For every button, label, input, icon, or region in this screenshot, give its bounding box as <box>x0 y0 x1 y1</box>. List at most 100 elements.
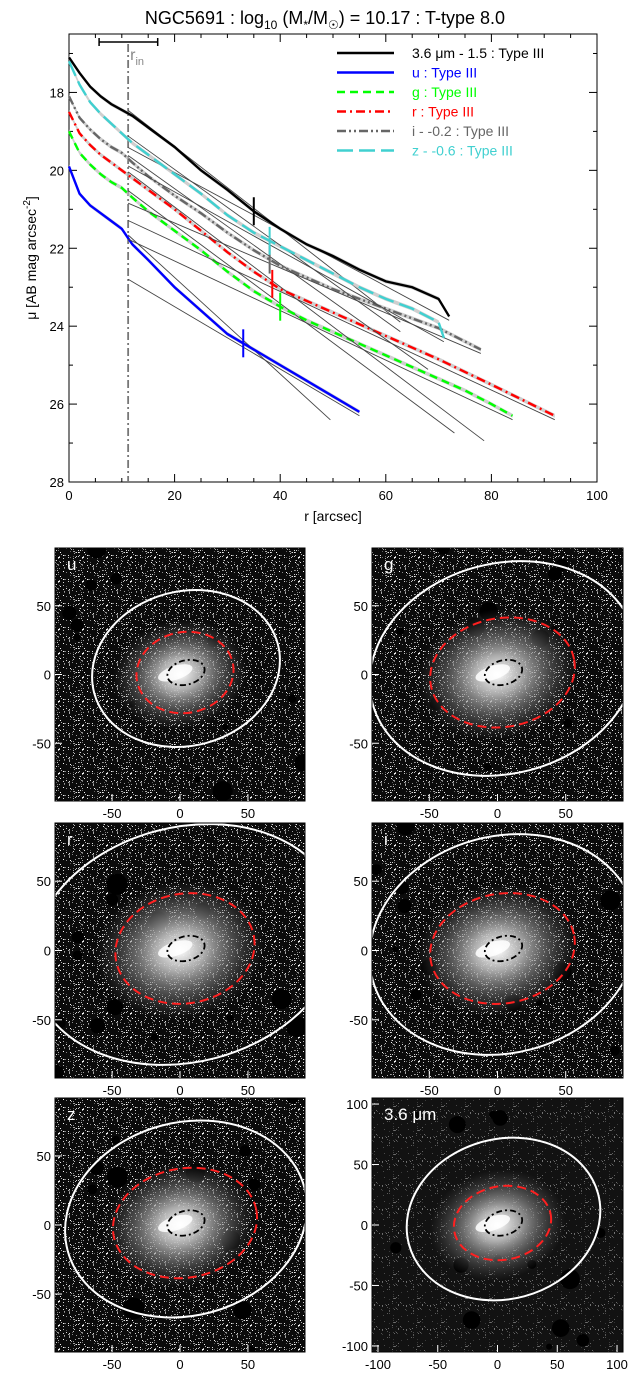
legend-entry: 3.6 μm - 1.5 : Type III <box>412 45 544 61</box>
masked-star <box>372 864 382 875</box>
legend-entry: i - -0.2 : Type III <box>412 123 509 139</box>
series-line <box>68 56 451 318</box>
r-in-ellipse <box>166 1209 206 1237</box>
title-value: ) = 10.17 : T-type 8.0 <box>339 8 505 28</box>
series-line <box>67 166 361 413</box>
title-mass: (M <box>277 8 303 28</box>
panel-x-tick-label: 50 <box>558 1083 572 1098</box>
x-tick-label: 20 <box>167 488 181 503</box>
panel-y-tick-label: -100 <box>342 1339 368 1354</box>
masked-star <box>111 1136 120 1145</box>
panel-label: u <box>67 555 76 574</box>
panel-x-tick-label: -50 <box>103 1083 122 1098</box>
masked-star <box>619 823 623 830</box>
panel-y-tick-label: -50 <box>349 1278 368 1293</box>
panel-label: g <box>384 555 393 574</box>
image-panel: r -50 0 50 50 0 -50 <box>32 822 306 1098</box>
masked-star <box>107 1166 128 1188</box>
masked-star <box>55 1064 64 1078</box>
panel-x-tick-label: 0 <box>176 806 183 821</box>
title-sun: ☉ <box>328 18 339 32</box>
masked-star <box>212 781 233 801</box>
panel-x-tick-label: 0 <box>494 1357 501 1372</box>
masked-star <box>110 573 122 585</box>
panel-x-tick-label: 0 <box>494 1083 501 1098</box>
break-ellipse <box>452 1184 553 1262</box>
panel-x-tick-label: 50 <box>558 806 572 821</box>
title-log-base: 10 <box>264 18 278 32</box>
galaxy-core <box>158 940 193 958</box>
legend-entry: z - -0.6 : Type III <box>412 143 513 159</box>
panel-image <box>55 1098 305 1352</box>
masked-star <box>412 1111 421 1121</box>
panel-y-tick-label: -50 <box>349 1013 368 1028</box>
panel-x-tick-label: 50 <box>241 1357 255 1372</box>
masked-star <box>286 1016 305 1038</box>
panel-y-tick-label: 50 <box>354 599 368 614</box>
x-axis-label: r [arcsec] <box>304 508 362 524</box>
masked-star <box>106 893 119 906</box>
masked-star <box>600 890 621 911</box>
plot-area: rin <box>67 38 556 482</box>
panel-label: i <box>384 830 388 849</box>
outer-ellipse <box>91 589 281 748</box>
y-axis-label: μ [AB mag arcsec-2] <box>22 196 39 320</box>
masked-star <box>397 898 412 914</box>
masked-star <box>106 873 128 895</box>
masked-star <box>106 999 124 1016</box>
panel-y-tick-label: -50 <box>32 1287 51 1302</box>
title-log: : log <box>225 8 264 28</box>
panel-x-tick-label: 0 <box>494 806 501 821</box>
panel-image <box>372 1098 623 1352</box>
panel-y-tick-label: 0 <box>44 668 51 683</box>
image-panel: z -50 0 50 50 0 -50 <box>32 1097 306 1372</box>
y-label-close: ] <box>23 196 39 200</box>
masked-star <box>70 618 84 632</box>
y-tick-label: 18 <box>50 85 64 100</box>
masked-star <box>396 823 415 836</box>
masked-star <box>548 567 562 581</box>
title-star: * <box>303 18 308 32</box>
y-tick-label: 24 <box>50 319 64 334</box>
outer-ellipse <box>64 1119 305 1319</box>
legend-entry: u : Type III <box>412 65 477 81</box>
panel-y-tick-label: 50 <box>37 1149 51 1164</box>
panel-y-tick-label: 0 <box>44 1218 51 1233</box>
legend-entry: r : Type III <box>412 104 474 120</box>
chart-title: NGC5691 : log10 (M*/M☉) = 10.17 : T-type… <box>145 8 505 32</box>
inner-disk-fit <box>127 135 401 333</box>
panel-y-tick-label: 0 <box>361 1218 368 1233</box>
panel-x-tick-label: -50 <box>420 1083 439 1098</box>
masked-star <box>85 579 97 591</box>
y-tick-label: 20 <box>50 163 64 178</box>
series-line <box>67 95 482 351</box>
masked-star <box>559 1269 580 1290</box>
break-ellipse <box>135 630 235 715</box>
r-in-subscript: in <box>135 56 144 68</box>
series-error-band <box>69 59 444 340</box>
r-in-label: rin <box>130 47 144 68</box>
panel-x-tick-label: 50 <box>241 1083 255 1098</box>
image-panel: 3.6 μm -100 -50 0 50 100 100 50 0 -50 -100 <box>342 1097 628 1372</box>
axis-ticks: 0 20 40 60 80 100 18 20 22 24 26 28 <box>50 34 608 503</box>
outer-ellipse <box>405 1136 602 1302</box>
masked-star <box>239 1145 251 1157</box>
r-in-symbol: r <box>130 47 136 64</box>
panel-x-tick-label: -100 <box>365 1357 391 1372</box>
panel-x-tick-label: -50 <box>420 806 439 821</box>
masked-star <box>610 1045 620 1056</box>
masked-star <box>87 548 107 559</box>
panel-label: z <box>67 1105 76 1124</box>
x-tick-label: 40 <box>273 488 287 503</box>
panel-x-tick-label: -50 <box>428 1357 447 1372</box>
masked-star <box>392 945 399 953</box>
series-error-band <box>69 129 513 418</box>
r-in-ellipse <box>483 934 524 963</box>
panel-label: r <box>67 830 73 849</box>
panel-x-tick-label: -50 <box>103 1357 122 1372</box>
break-ellipse <box>114 892 256 1005</box>
masked-star <box>546 1343 553 1350</box>
masked-star <box>122 1297 145 1320</box>
series-line <box>67 60 446 339</box>
masked-star <box>551 1319 570 1337</box>
